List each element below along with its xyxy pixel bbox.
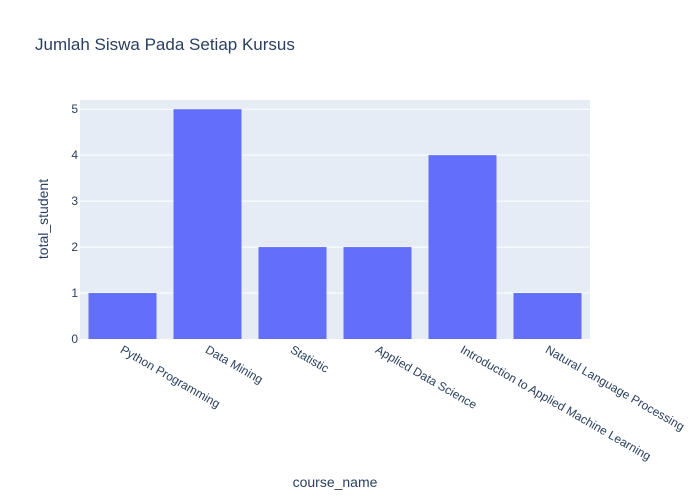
plot-area: [80, 100, 590, 339]
bar[interactable]: [173, 109, 242, 339]
y-tick-label: 1: [71, 286, 78, 300]
bar[interactable]: [88, 293, 157, 339]
y-tick-label: 3: [71, 194, 78, 208]
bar[interactable]: [343, 247, 412, 339]
bar[interactable]: [258, 247, 327, 339]
chart-title: Jumlah Siswa Pada Setiap Kursus: [35, 35, 295, 54]
x-tick-label: Natural Language Processing: [543, 342, 687, 433]
y-tick-label: 2: [71, 240, 78, 254]
y-tick-label: 5: [71, 102, 78, 116]
gridlines: [80, 108, 590, 294]
y-tick-label: 0: [71, 332, 78, 346]
x-axis-title: course_name: [293, 474, 378, 490]
bars: [88, 109, 582, 339]
y-axis-title: total_student: [35, 179, 51, 259]
y-tick-label: 4: [71, 148, 78, 162]
x-tick-label: Statistic: [288, 342, 331, 375]
y-tick-labels: 0 1 2 3 4 5: [71, 102, 78, 346]
x-tick-label: Data Mining: [203, 342, 265, 386]
bar[interactable]: [513, 293, 582, 339]
bar[interactable]: [428, 155, 497, 339]
